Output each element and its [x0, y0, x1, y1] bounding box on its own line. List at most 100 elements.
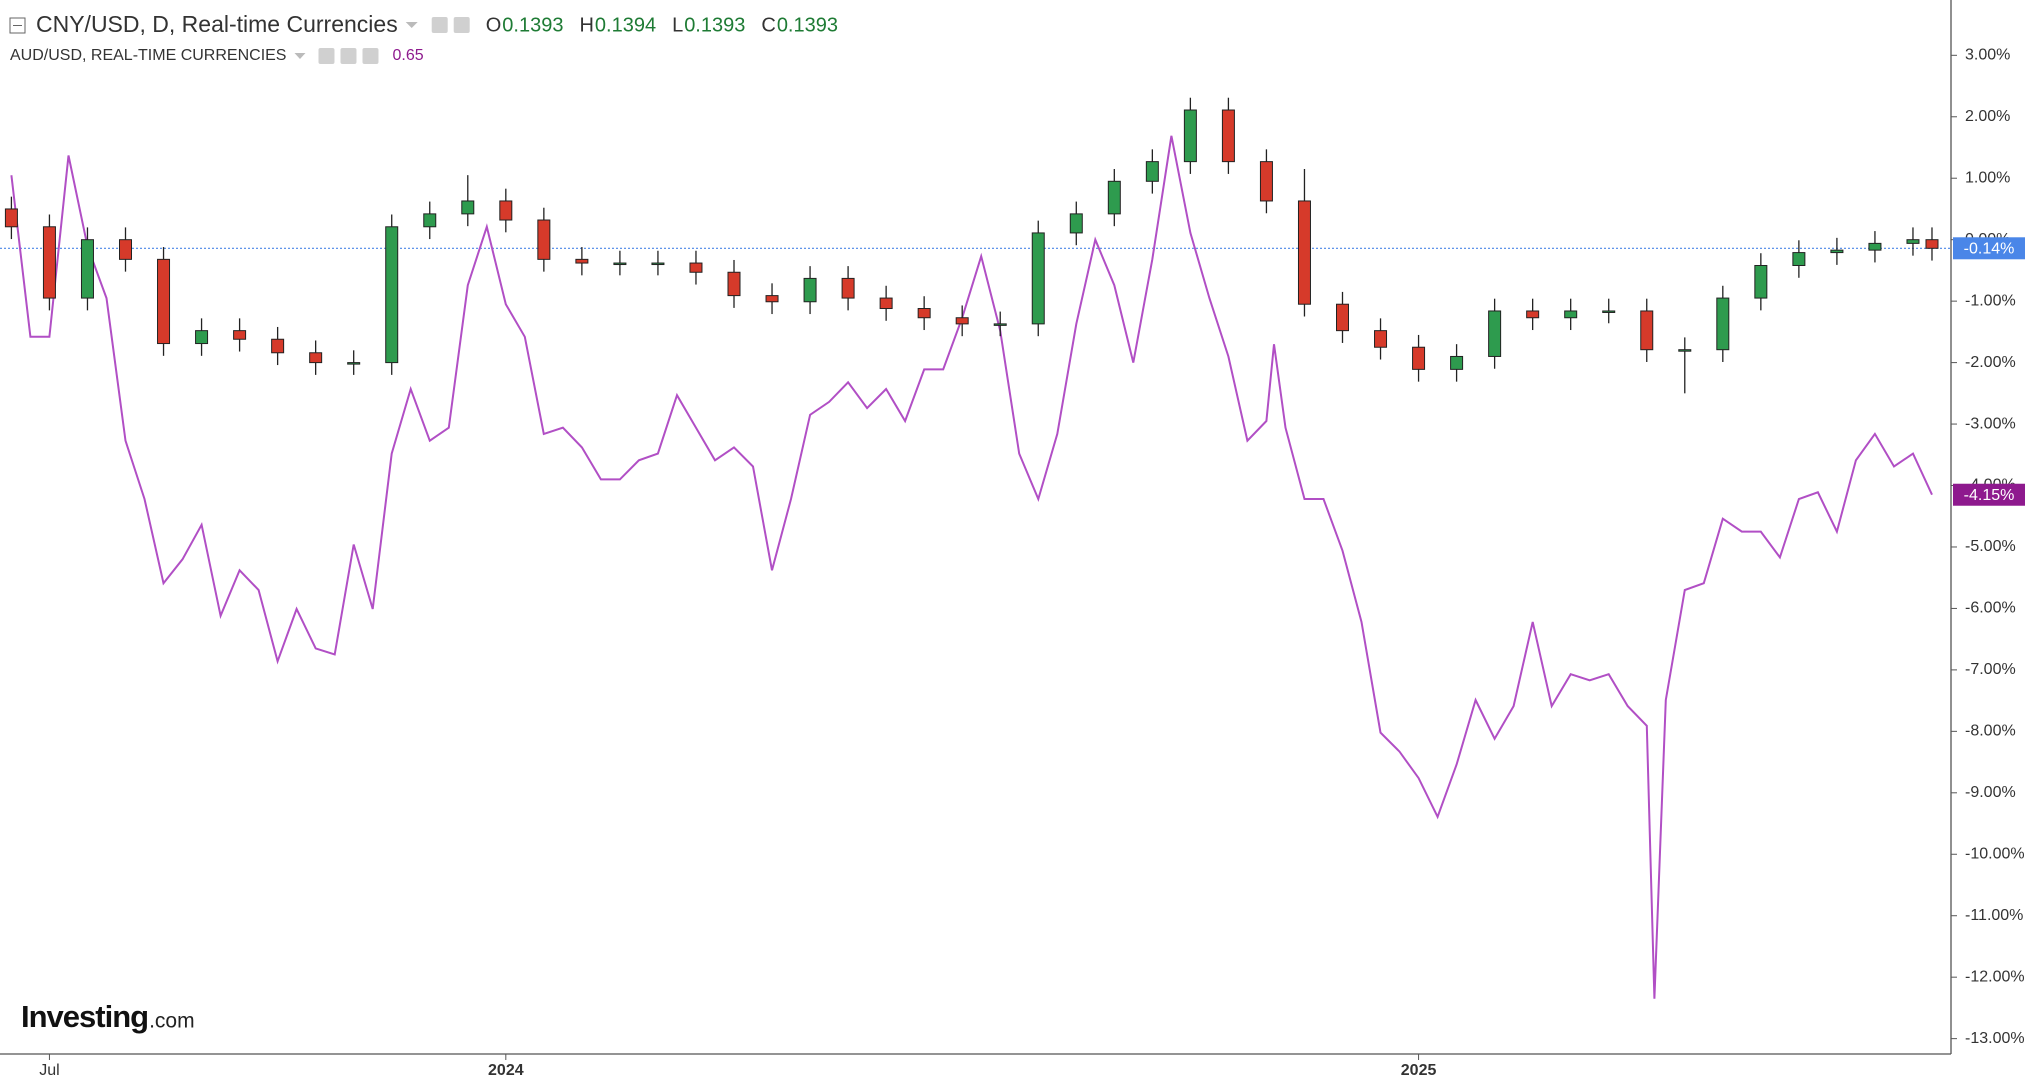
y-tick-label: -5.00%	[1965, 538, 2016, 555]
candle-body	[993, 323, 1007, 326]
candle-body	[347, 362, 361, 365]
candle-body	[765, 295, 779, 303]
candle-body	[879, 297, 893, 310]
candle-body	[1221, 109, 1235, 163]
candle-body	[1450, 355, 1464, 370]
quote-label: L	[672, 14, 683, 36]
x-tick-label: Jul	[39, 1062, 59, 1079]
candle-body	[689, 262, 703, 273]
candle-body	[1868, 242, 1882, 251]
legend-overlay-title: AUD/USD, REAL-TIME CURRENCIES	[10, 47, 286, 64]
y-tick-label: -8.00%	[1965, 723, 2016, 740]
candle-body	[309, 352, 323, 364]
quote-value: 0.1393	[684, 14, 745, 36]
candle-body	[575, 258, 589, 264]
y-tick-label: -7.00%	[1965, 661, 2016, 678]
last-value-label: -4.15%	[1964, 487, 2015, 504]
dropdown-arrow[interactable]	[294, 53, 306, 59]
candle-body	[1145, 161, 1159, 182]
last-value-badge	[1953, 237, 2025, 260]
candle-body	[955, 317, 969, 325]
candle-body	[1564, 310, 1578, 319]
remove-icon[interactable]	[362, 48, 379, 64]
candle-body	[1754, 264, 1768, 299]
candle-body	[1678, 349, 1692, 352]
candle-body	[119, 239, 133, 260]
candle-body	[1259, 161, 1273, 202]
eye-icon[interactable]	[431, 17, 448, 33]
candle-body	[1602, 310, 1616, 313]
candle-body	[461, 200, 475, 215]
candle-body	[1412, 346, 1426, 370]
watermark-brand: Investing	[21, 999, 148, 1034]
candle-body	[841, 277, 855, 299]
candle-body	[1336, 303, 1350, 332]
candle-body	[1488, 310, 1502, 357]
candle-body	[727, 271, 741, 297]
candle-body	[651, 262, 665, 266]
candle-body	[1107, 180, 1121, 215]
quote-label: H	[579, 14, 593, 36]
candle-body	[1297, 200, 1311, 305]
quote-label: C	[761, 14, 775, 36]
collapse-icon[interactable]	[9, 17, 26, 34]
candle-body	[803, 277, 817, 303]
y-tick-label: -3.00%	[1965, 415, 2016, 432]
candle-body	[1906, 239, 1920, 244]
candle-body	[385, 226, 399, 364]
watermark: Investing .com	[21, 999, 195, 1034]
plot-area	[0, 97, 1951, 999]
y-tick-label: 1.00%	[1965, 169, 2010, 186]
y-tick-label: -9.00%	[1965, 784, 2016, 801]
candle-body	[271, 338, 285, 354]
candle-body	[917, 308, 931, 319]
y-tick-label: -2.00%	[1965, 354, 2016, 371]
last-value-badge	[1953, 483, 2025, 506]
eye-icon[interactable]	[318, 48, 335, 64]
candle-body	[537, 219, 551, 260]
y-tick-label: 2.00%	[1965, 108, 2010, 125]
candle-body	[1031, 232, 1045, 325]
quote-value: 0.1394	[595, 14, 656, 36]
y-tick-label: -11.00%	[1965, 907, 2023, 924]
candle-body	[1069, 213, 1083, 234]
candle-body	[613, 262, 627, 266]
candle-body	[42, 226, 56, 299]
settings-icon[interactable]	[453, 17, 470, 33]
dropdown-arrow[interactable]	[405, 22, 418, 28]
y-tick-label: -12.00%	[1965, 968, 2025, 985]
candle-body	[499, 200, 513, 221]
candle-body	[1716, 297, 1730, 351]
x-tick-label: 2024	[488, 1062, 524, 1079]
line-series	[10, 135, 1933, 999]
legend-title: CNY/USD, D, Real-time Currencies	[36, 11, 398, 37]
quote-value: 0.1393	[777, 14, 838, 36]
candle-body	[195, 330, 209, 345]
candle-body	[1183, 109, 1197, 163]
candle-body	[233, 330, 247, 340]
x-tick-label: 2025	[1401, 1062, 1437, 1079]
candle-body	[1792, 252, 1806, 266]
watermark-suffix: .com	[149, 1010, 195, 1033]
candle-body	[1830, 249, 1844, 254]
y-tick-label: -13.00%	[1965, 1030, 2025, 1047]
quote-value: 0.1393	[502, 14, 563, 36]
candle-body	[423, 213, 437, 228]
candle-body	[1640, 310, 1654, 351]
candle-body	[1374, 330, 1388, 348]
candle-body	[4, 208, 18, 228]
last-value-label: -0.14%	[1964, 241, 2015, 258]
y-tick-label: -6.00%	[1965, 600, 2016, 617]
overlay-price: 0.65	[392, 47, 423, 64]
candle-body	[157, 258, 171, 345]
y-tick-label: -10.00%	[1965, 845, 2025, 862]
y-tick-label: 3.00%	[1965, 47, 2010, 64]
quote-label: O	[486, 14, 502, 36]
y-tick-label: -1.00%	[1965, 292, 2016, 309]
candle-body	[1526, 310, 1540, 319]
legend: CNY/USD, D, Real-time Currencies O 0.1393 H…	[9, 11, 838, 64]
settings-icon[interactable]	[340, 48, 357, 64]
